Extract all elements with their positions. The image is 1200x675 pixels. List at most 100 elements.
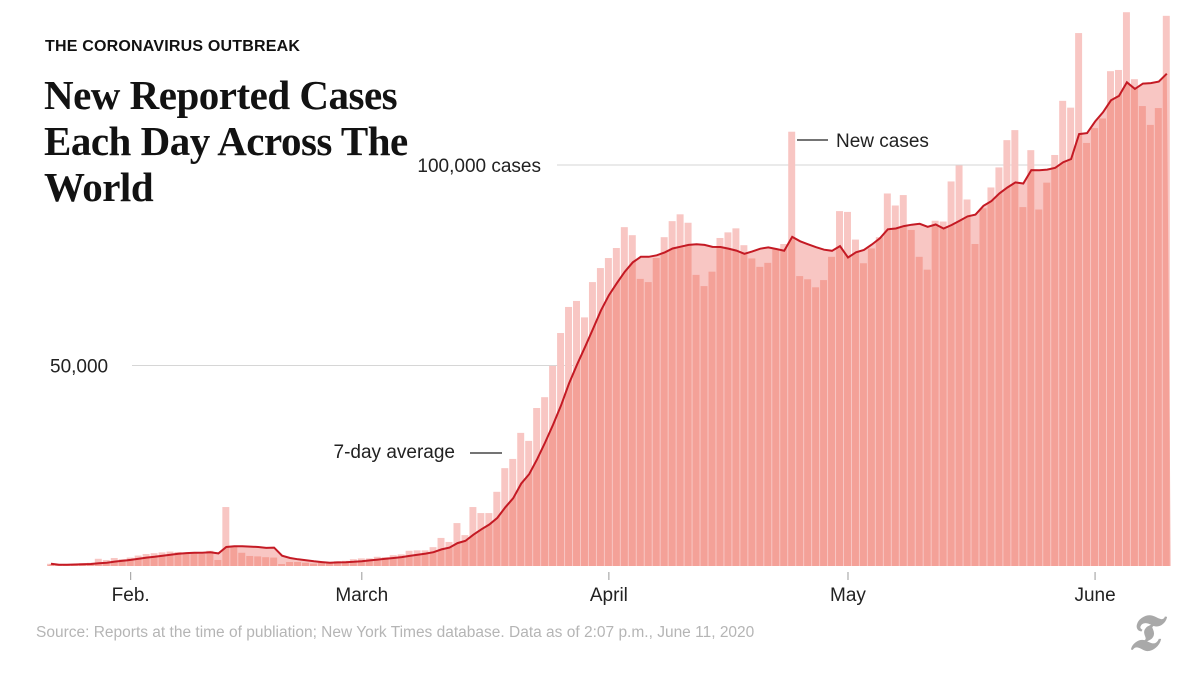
bar-new-cases-below-average bbox=[1003, 140, 1011, 566]
bar-new-cases-below-average bbox=[955, 165, 963, 566]
bar-new-cases-below-average bbox=[732, 228, 740, 566]
bar-new-cases-below-average bbox=[1035, 209, 1043, 566]
bar-new-cases-below-average bbox=[1067, 107, 1075, 566]
bar-new-cases-below-average bbox=[1059, 100, 1067, 566]
bar-new-cases-below-average bbox=[979, 208, 987, 566]
bar-new-cases-below-average bbox=[796, 276, 804, 566]
bar-new-cases-below-average bbox=[604, 258, 612, 566]
bar-new-cases-below-average bbox=[684, 222, 692, 566]
bar-new-cases-below-average bbox=[158, 552, 166, 566]
bar-new-cases-below-average bbox=[166, 551, 174, 566]
average-line bbox=[50, 72, 1168, 566]
bar-new-cases-below-average bbox=[1099, 118, 1107, 566]
bar-new-cases-below-average bbox=[883, 193, 891, 566]
chart-title: New Reported Cases Each Day Across The W… bbox=[44, 72, 408, 210]
bar-new-cases-below-average bbox=[325, 562, 333, 566]
bar-new-cases-below-average bbox=[812, 287, 820, 566]
bar-new-cases-below-average bbox=[278, 563, 286, 566]
x-tick-label: April bbox=[590, 585, 628, 606]
bar-new-cases-below-average bbox=[836, 211, 843, 566]
bar-new-cases-below-average bbox=[907, 229, 915, 566]
y-tick-label: 50,000 bbox=[50, 357, 108, 378]
bar-new-cases-below-average bbox=[573, 300, 580, 566]
bar-new-cases-below-average bbox=[716, 237, 724, 566]
bar-new-cases-below-average bbox=[652, 258, 660, 566]
bar-new-cases-below-average bbox=[780, 243, 788, 566]
bar-new-cases-below-average bbox=[939, 221, 947, 566]
bar-new-cases-below-average bbox=[580, 317, 588, 566]
bar-new-cases-below-average bbox=[509, 458, 517, 566]
bar-new-cases-below-average bbox=[1091, 128, 1099, 566]
bar-new-cases-below-average bbox=[525, 440, 533, 566]
bar-new-cases-below-average bbox=[1138, 106, 1146, 566]
bar-new-cases-below-average bbox=[118, 559, 126, 566]
bar-new-cases-below-average bbox=[1107, 73, 1114, 566]
bar-new-cases-below-average bbox=[47, 563, 54, 566]
bar-new-cases-below-average bbox=[1011, 130, 1019, 566]
bar-new-cases-below-average bbox=[820, 280, 828, 566]
bar-new-cases-below-average bbox=[429, 547, 437, 566]
average-label: 7-day average bbox=[334, 442, 455, 463]
bar-new-cases-below-average bbox=[1130, 79, 1138, 566]
bar-new-cases-below-average bbox=[987, 187, 995, 566]
bar-new-cases-below-average bbox=[381, 557, 389, 566]
bar-new-cases-below-average bbox=[214, 559, 222, 566]
bar-new-cases-below-average bbox=[636, 278, 644, 566]
bar-new-cases-below-average bbox=[1027, 150, 1035, 566]
bar-new-cases-below-average bbox=[493, 491, 501, 566]
bar-new-cases-below-average bbox=[262, 557, 270, 566]
bar-new-cases-below-average bbox=[541, 397, 549, 566]
bar-new-cases-below-average bbox=[740, 245, 748, 566]
new-cases-label: New cases bbox=[836, 131, 929, 152]
bar-new-cases-below-average bbox=[397, 554, 405, 566]
bar-new-cases-below-average bbox=[365, 558, 373, 566]
bar-new-cases-below-average bbox=[477, 513, 485, 566]
x-tick-label: March bbox=[335, 585, 388, 606]
bar-new-cases-below-average bbox=[230, 545, 238, 566]
bar-new-cases-below-average bbox=[620, 227, 628, 566]
bar-new-cases-below-average bbox=[995, 167, 1003, 566]
bar-new-cases-below-average bbox=[174, 551, 182, 566]
bar-new-cases-below-average bbox=[596, 268, 604, 566]
bar-new-cases-below-average bbox=[421, 550, 429, 566]
bar-new-cases-below-average bbox=[700, 286, 708, 566]
bar-new-cases-below-average bbox=[533, 408, 541, 566]
bar-new-cases-below-average bbox=[557, 333, 565, 566]
bar-new-cases-below-average bbox=[413, 550, 421, 566]
bar-new-cases-below-average bbox=[748, 258, 756, 566]
bar-new-cases-below-average bbox=[469, 507, 477, 566]
bar-new-cases-below-average bbox=[437, 537, 445, 566]
bar-new-cases-below-average bbox=[517, 432, 525, 566]
bar-new-cases-below-average bbox=[971, 243, 979, 566]
bar-new-cases-below-average bbox=[644, 282, 652, 566]
bar-new-cases-below-average bbox=[485, 513, 493, 566]
bar-new-cases-below-average bbox=[198, 553, 206, 566]
bar-new-cases-below-average bbox=[612, 248, 620, 566]
bar-new-cases-below-average bbox=[1075, 73, 1083, 566]
bar-new-cases-below-average bbox=[828, 256, 836, 566]
bar-new-cases-below-average bbox=[302, 562, 310, 566]
nyt-logo: 𝕿 bbox=[1128, 605, 1159, 661]
bar-new-cases-below-average bbox=[764, 262, 772, 566]
bar-new-cases-below-average bbox=[270, 557, 278, 566]
bar-new-cases-below-average bbox=[1154, 108, 1162, 566]
bar-new-cases-below-average bbox=[1146, 124, 1154, 566]
bar-new-cases-below-average bbox=[788, 131, 796, 566]
bar-new-cases-below-average bbox=[947, 181, 955, 566]
bar-new-cases-below-average bbox=[1019, 207, 1027, 566]
bar-new-cases-below-average bbox=[373, 556, 381, 566]
bar-new-cases-below-average bbox=[1162, 73, 1170, 566]
bars-dark bbox=[47, 73, 1170, 566]
bar-new-cases-below-average bbox=[875, 237, 883, 566]
bar-new-cases-below-average bbox=[501, 468, 509, 566]
bar-new-cases-below-average bbox=[859, 263, 867, 566]
bar-new-cases-below-average bbox=[238, 552, 246, 566]
bar-new-cases-below-average bbox=[333, 561, 341, 566]
bar-new-cases-below-average bbox=[142, 553, 150, 566]
bar-new-cases-below-average bbox=[963, 199, 971, 566]
bar-new-cases-below-average bbox=[1043, 182, 1051, 566]
kicker: THE CORONAVIRUS OUTBREAK bbox=[45, 38, 301, 55]
bar-new-cases-below-average bbox=[915, 256, 923, 566]
bar-new-cases-below-average bbox=[891, 205, 899, 566]
